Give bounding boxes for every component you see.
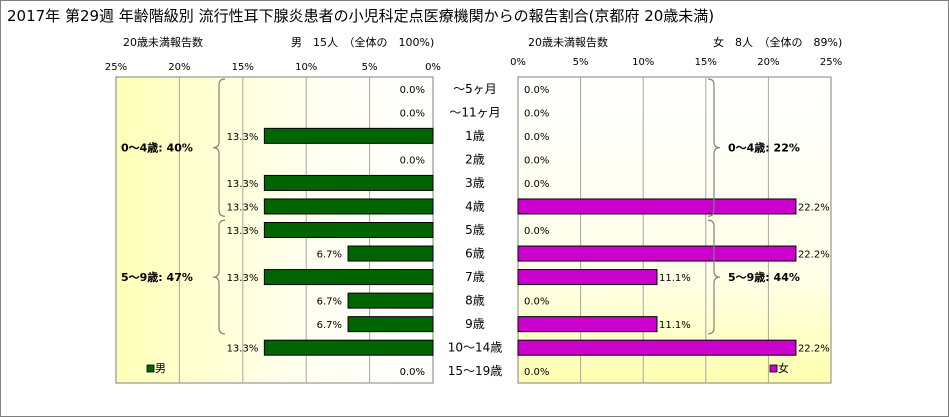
age-category-label: 2歳 [465, 152, 485, 166]
female-bar [517, 339, 797, 356]
female-bar [517, 245, 797, 262]
female-data-label: 0.0% [524, 226, 549, 237]
age-category-label: 4歳 [465, 199, 485, 213]
female-legend-label: 女 [778, 361, 789, 375]
female-group-brace [707, 219, 721, 335]
female-data-label: 0.0% [524, 132, 549, 143]
female-data-label: 0.0% [524, 108, 549, 119]
age-category-label: 5歳 [465, 223, 485, 237]
female-data-label: 22.2% [798, 344, 830, 355]
male-group-brace [212, 78, 226, 217]
male-data-label: 13.3% [227, 132, 259, 143]
female-group-label: 5～9歳: 44% [728, 270, 800, 284]
age-category-label: 3歳 [465, 176, 485, 190]
age-category-label: ～5ヶ月 [453, 82, 497, 96]
age-category-label: 6歳 [465, 247, 485, 261]
female-header-total: 女 8人 （全体の 89%) [713, 35, 842, 49]
female-data-label: 11.1% [659, 273, 691, 284]
female-data-label: 0.0% [524, 367, 549, 378]
male-data-label: 0.0% [400, 108, 425, 119]
age-category-label: 9歳 [465, 317, 485, 331]
male-data-label: 0.0% [400, 85, 425, 96]
female-plot-area [517, 76, 832, 384]
age-category-label: 8歳 [465, 294, 485, 308]
female-data-label: 11.1% [659, 320, 691, 331]
male-bar [263, 222, 434, 238]
female-bar [517, 316, 658, 333]
male-group-label: 0～4歳: 40% [121, 141, 193, 155]
male-tick-label: 15% [232, 62, 254, 73]
female-tick-label: 0% [510, 57, 526, 68]
male-bar [263, 339, 434, 356]
female-legend-swatch [769, 364, 778, 373]
male-bar [347, 316, 434, 333]
female-data-label: 22.2% [798, 202, 830, 213]
male-data-label: 0.0% [400, 155, 425, 166]
female-group-label: 0～4歳: 22% [728, 141, 800, 155]
age-category-label: 1歳 [465, 129, 485, 143]
male-bar [347, 292, 434, 309]
male-tick-label: 0% [425, 62, 441, 73]
male-data-label: 13.3% [227, 226, 259, 237]
female-data-label: 0.0% [524, 155, 549, 166]
female-tick-label: 10% [632, 57, 654, 68]
age-category-label: ～11ヶ月 [449, 105, 500, 119]
female-tick-label: 5% [573, 57, 589, 68]
chart-title: 2017年 第29週 年齢階級別 流行性耳下腺炎患者の小児科定点医療機関からの報… [7, 7, 714, 25]
male-group-brace [212, 219, 226, 335]
male-group-label: 5～9歳: 47% [121, 270, 193, 284]
age-category-label: 10～14歳 [448, 341, 503, 355]
male-tick-label: 5% [362, 62, 378, 73]
female-bar [517, 269, 658, 286]
female-tick-label: 20% [757, 57, 779, 68]
male-data-label: 13.3% [227, 179, 259, 190]
male-bar [263, 127, 434, 144]
male-bar [263, 269, 434, 286]
male-data-label: 13.3% [227, 202, 259, 213]
male-data-label: 6.7% [317, 320, 342, 331]
male-data-label: 13.3% [227, 273, 259, 284]
male-data-label: 6.7% [317, 250, 342, 261]
male-bar [263, 198, 434, 215]
age-category-label: 15～19歳 [448, 364, 503, 378]
male-bar [263, 174, 434, 191]
female-group-brace [707, 78, 721, 217]
male-data-label: 13.3% [227, 344, 259, 355]
male-tick-label: 20% [168, 62, 190, 73]
female-bar [517, 198, 797, 215]
female-header-label: 20歳未満報告数 [528, 36, 608, 49]
male-legend-label: 男 [155, 362, 166, 375]
female-tick-label: 15% [695, 57, 717, 68]
male-header-label: 20歳未満報告数 [123, 36, 203, 49]
male-data-label: 0.0% [400, 367, 425, 378]
male-tick-label: 10% [295, 62, 317, 73]
female-data-label: 0.0% [524, 297, 549, 308]
male-legend-swatch [146, 364, 155, 373]
female-data-label: 0.0% [524, 179, 549, 190]
male-header-total: 男 15人 （全体の 100%) [291, 35, 434, 49]
female-data-label: 0.0% [524, 85, 549, 96]
male-bar [347, 245, 434, 262]
male-data-label: 6.7% [317, 297, 342, 308]
male-tick-label: 25% [105, 62, 127, 73]
female-data-label: 22.2% [798, 250, 830, 261]
female-tick-label: 25% [820, 57, 842, 68]
age-category-label: 7歳 [465, 270, 485, 284]
